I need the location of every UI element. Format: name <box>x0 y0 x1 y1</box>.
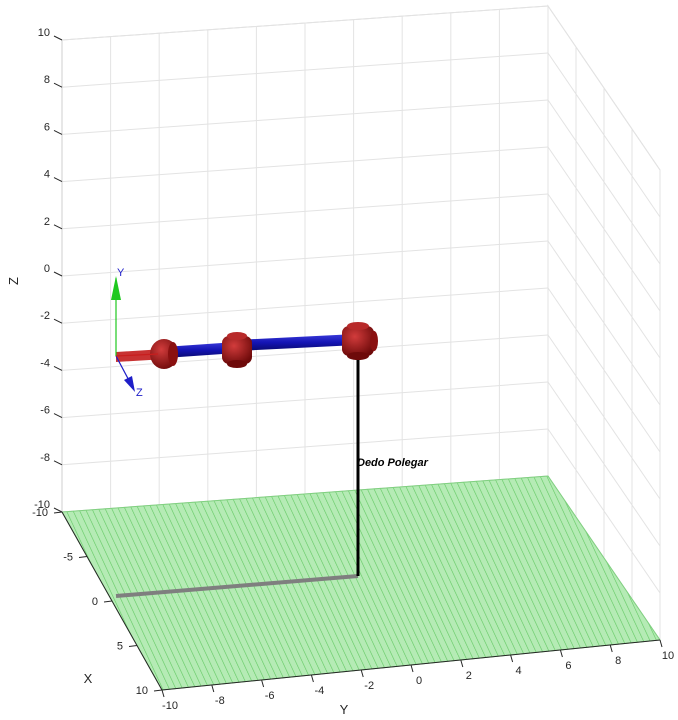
floor-plane <box>61 475 661 691</box>
y-tick-label: -8 <box>215 695 225 707</box>
link-3 <box>236 334 357 351</box>
frame-z-label: Z <box>136 387 143 399</box>
y-tick-label: -10 <box>162 700 178 712</box>
x-tick-label: 0 <box>92 596 98 608</box>
z-tick-label: 8 <box>44 74 50 86</box>
x-tick-mark <box>128 645 138 647</box>
x-axis-label: X <box>84 671 93 686</box>
z-tick-mark <box>53 413 63 419</box>
y-tick-label: 2 <box>466 670 472 682</box>
z-tick-label: -6 <box>40 405 50 417</box>
z-tick-label: -2 <box>40 310 50 322</box>
x-tick-mark <box>53 511 63 514</box>
y-tick-label: -4 <box>315 685 325 697</box>
y-tick-label: 10 <box>662 650 674 662</box>
y-axis-ticks: -10 -8 -6 -4 -2 0 2 4 6 8 10 <box>161 639 674 712</box>
x-tick-mark <box>153 689 163 692</box>
y-tick-mark <box>559 649 563 658</box>
y-tick-mark <box>410 664 414 673</box>
x-tick-label: 10 <box>136 685 148 697</box>
axes-box <box>61 4 661 642</box>
z-tick-label: 4 <box>44 169 50 181</box>
z-tick-mark <box>53 82 63 88</box>
frame-y-arrow-icon <box>111 276 121 300</box>
joint-3 <box>342 322 378 360</box>
z-tick-mark <box>53 460 63 466</box>
y-tick-mark <box>360 669 364 678</box>
z-tick-label: 0 <box>44 263 50 275</box>
y-tick-label: -2 <box>364 680 374 692</box>
y-tick-mark <box>460 659 464 668</box>
z-tick-mark <box>53 177 63 183</box>
x-tick-mark <box>78 556 88 558</box>
z-tick-mark <box>53 129 63 135</box>
frame-z-arrow-icon <box>124 376 135 392</box>
robot-name-label: Dedo Polegar <box>357 457 429 469</box>
z-tick-label: -4 <box>40 357 50 369</box>
y-axis-label: Y <box>340 702 349 717</box>
x-tick-label: 5 <box>117 641 123 653</box>
y-tick-mark <box>211 684 215 693</box>
z-axis-ticks: 10 8 6 4 2 0 -2 -4 -6 -8 -10 <box>34 27 63 513</box>
z-tick-mark <box>53 271 63 277</box>
z-tick-mark <box>53 507 63 513</box>
x-tick-mark <box>103 600 113 603</box>
joint-1 <box>150 339 178 369</box>
y-tick-mark <box>510 654 514 663</box>
x-tick-label: -5 <box>63 552 73 564</box>
y-tick-mark <box>659 639 663 648</box>
y-tick-mark <box>161 689 165 698</box>
y-tick-mark <box>310 674 314 683</box>
z-axis-label: Z <box>6 277 21 285</box>
z-tick-label: -10 <box>34 499 50 511</box>
y-tick-label: 6 <box>565 660 571 672</box>
x-axis-ticks: -10 -5 0 5 10 <box>32 507 163 697</box>
joint-2 <box>222 332 252 368</box>
y-tick-mark <box>609 644 613 653</box>
robot-arm <box>116 322 378 369</box>
x-tick-label: -10 <box>32 507 48 519</box>
frame-y-label: Y <box>117 267 125 279</box>
link-2 <box>164 342 237 358</box>
z-tick-label: -8 <box>40 452 50 464</box>
z-tick-label: 6 <box>44 121 50 133</box>
z-tick-mark <box>53 35 63 41</box>
z-tick-mark <box>53 318 63 324</box>
z-tick-mark <box>53 224 63 230</box>
floor-shadow <box>115 574 359 598</box>
z-tick-mark <box>53 365 63 371</box>
z-tick-label: 10 <box>38 27 50 39</box>
base-frame: Y Z <box>111 267 159 399</box>
y-tick-mark <box>261 679 265 688</box>
y-tick-label: -6 <box>265 690 275 702</box>
y-tick-label: 8 <box>615 655 621 667</box>
y-tick-label: 0 <box>416 675 422 687</box>
z-tick-label: 2 <box>44 216 50 228</box>
y-tick-label: 4 <box>516 665 522 677</box>
